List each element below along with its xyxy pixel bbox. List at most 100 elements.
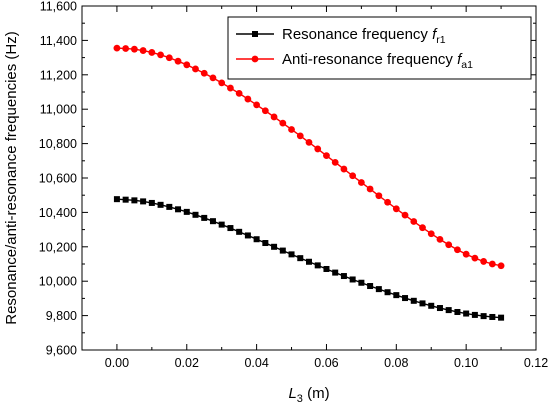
data-point <box>323 152 330 160</box>
legend-label-anti-resonance-italic: f <box>457 51 463 68</box>
data-point <box>349 172 357 180</box>
y-tick-label: 11,200 <box>40 68 77 82</box>
data-point <box>488 260 496 268</box>
data-point <box>183 208 190 215</box>
data-point <box>122 45 130 52</box>
data-point <box>314 145 322 153</box>
data-point <box>480 258 488 265</box>
data-point <box>471 311 478 318</box>
data-point <box>445 307 452 314</box>
data-point <box>305 138 313 146</box>
y-tick-label: 10,600 <box>39 172 77 186</box>
y-tick-label: 11,400 <box>40 34 77 48</box>
data-point <box>244 232 251 239</box>
data-point <box>393 292 400 299</box>
x-axis-title: L3 (m) <box>288 385 329 405</box>
y-tick-label: 10,200 <box>39 240 77 254</box>
data-point <box>113 44 121 52</box>
data-point <box>139 47 147 54</box>
x-axis-title-unit: (m) <box>303 385 330 402</box>
data-point <box>201 214 208 221</box>
data-point <box>375 286 382 293</box>
data-point <box>253 101 261 109</box>
data-point <box>236 228 243 235</box>
legend: Resonance frequency fr1 Anti-resonance f… <box>227 16 532 80</box>
legend-entry-anti-resonance: Anti-resonance frequency fa1 <box>236 51 473 71</box>
x-tick-label: 0.12 <box>524 356 548 370</box>
x-tick-label: 0.04 <box>244 356 268 370</box>
series-resonance <box>113 196 505 321</box>
legend-label-resonance: Resonance frequency fr1 <box>282 26 446 46</box>
data-point <box>148 199 155 206</box>
data-point <box>148 49 156 56</box>
data-point <box>209 74 217 82</box>
data-point <box>498 314 505 321</box>
data-point <box>200 69 208 77</box>
data-point <box>463 310 470 317</box>
data-point <box>270 113 278 121</box>
data-point <box>410 297 417 304</box>
legend-label-anti-resonance-main: Anti-resonance frequency <box>282 51 457 68</box>
data-point <box>332 269 339 276</box>
data-point <box>314 262 321 269</box>
data-point <box>436 305 443 312</box>
data-point <box>384 198 391 206</box>
data-point <box>279 119 287 127</box>
x-axis-title-main: L <box>288 385 296 402</box>
data-point <box>454 308 461 315</box>
y-tick-label: 10,000 <box>39 275 77 289</box>
data-point <box>218 221 225 228</box>
data-point <box>288 251 295 258</box>
data-point <box>480 313 487 320</box>
series-line <box>116 47 502 267</box>
data-point <box>262 240 269 247</box>
data-point <box>296 132 304 140</box>
data-point <box>445 241 453 249</box>
data-point <box>174 57 182 65</box>
data-point <box>306 258 312 265</box>
data-point <box>113 196 120 203</box>
data-point <box>157 51 164 59</box>
data-point <box>366 185 374 193</box>
data-point <box>175 206 182 213</box>
data-point <box>227 225 234 232</box>
data-point <box>130 45 138 53</box>
legend-marker-resonance <box>252 31 258 37</box>
data-point <box>367 283 374 290</box>
legend-label-resonance-italic: f <box>432 26 438 43</box>
legend-label-anti-resonance: Anti-resonance frequency fa1 <box>282 51 473 71</box>
data-point <box>375 192 383 200</box>
data-point <box>165 54 173 62</box>
data-point <box>209 218 216 225</box>
legend-label-resonance-main: Resonance frequency <box>282 26 432 43</box>
data-point <box>288 126 295 133</box>
data-point <box>183 61 191 69</box>
series-layer <box>113 44 505 321</box>
y-tick-label: 11,000 <box>40 103 77 117</box>
labels-layer: 0.00 0.02 0.04 0.06 0.08 0.10 0.12 9,600 9,800 10… <box>39 0 548 370</box>
y-axis-title: Resonance/anti-resonance frequencies (Hz… <box>3 31 20 325</box>
data-point <box>340 165 348 173</box>
legend-marker-anti-resonance <box>251 55 259 63</box>
data-point <box>401 211 409 219</box>
data-point <box>436 236 444 243</box>
x-tick-label: 0.06 <box>314 356 338 370</box>
data-point <box>428 302 435 309</box>
data-point <box>323 265 330 272</box>
data-point <box>462 250 470 258</box>
data-point <box>122 196 129 203</box>
y-tick-label: 10,800 <box>39 137 77 151</box>
data-point <box>166 203 173 210</box>
y-tick-label: 9,600 <box>46 344 77 358</box>
data-point <box>253 236 260 243</box>
data-point <box>192 211 199 218</box>
series-line <box>116 198 502 319</box>
data-point <box>244 95 252 103</box>
data-point <box>419 300 426 307</box>
data-point <box>410 218 418 225</box>
x-tick-label: 0.02 <box>175 356 199 370</box>
plot-frame <box>81 5 537 351</box>
y-tick-label: 11,600 <box>40 0 77 14</box>
data-point <box>419 224 426 232</box>
